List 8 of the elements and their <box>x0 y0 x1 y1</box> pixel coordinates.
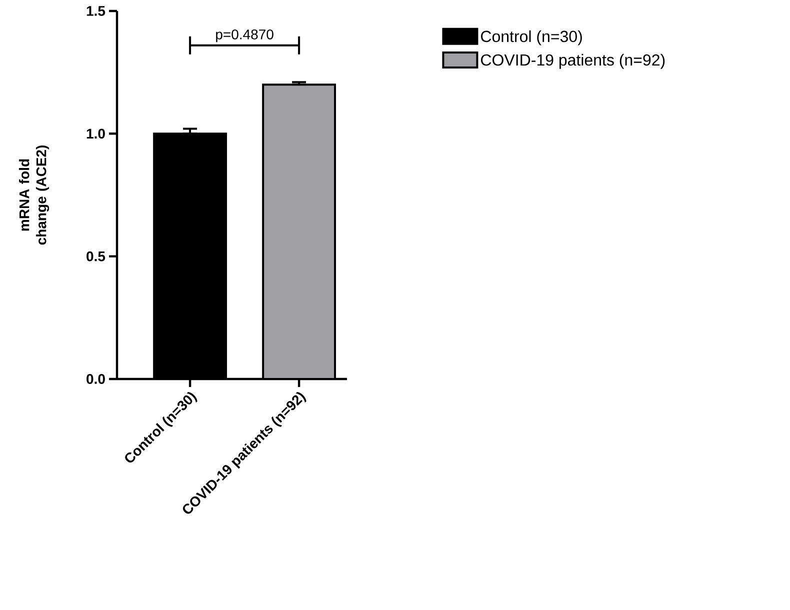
y-tick-label: 1.5 <box>86 6 106 16</box>
legend-label: Control (n=30) <box>481 30 582 46</box>
legend-label: COVID-19 patients (n=92) <box>481 54 665 69</box>
y-tick-label: 0.0 <box>86 374 105 384</box>
y-tick-label: 0.5 <box>86 251 106 262</box>
annotation: p=0.4870 <box>216 29 274 42</box>
y-tick-label: 1.0 <box>86 128 105 139</box>
y-axis-title: mRNA fold change (ACE2) <box>18 146 50 245</box>
